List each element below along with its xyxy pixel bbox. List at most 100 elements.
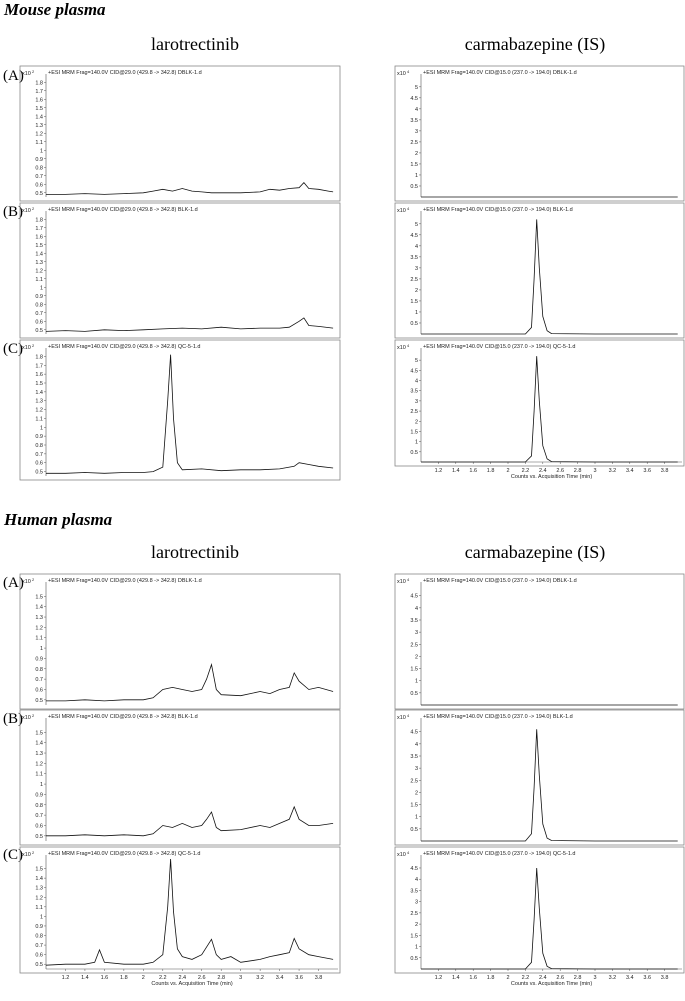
y-tick-label: 0.8: [35, 302, 43, 308]
y-tick-label: 5: [415, 358, 418, 364]
scale-label-mouse-carbamazepine-C: x10 4: [397, 343, 410, 351]
panel-header-human-carbamazepine-C: +ESI MRM Frag=140.0V CID@15.0 (237.0 -> …: [423, 851, 575, 857]
trace-human-carbamazepine-B: [421, 729, 678, 842]
y-tick-label: 1.3: [35, 751, 43, 757]
y-tick-label: 2: [415, 419, 418, 425]
x-tick-label: 2.4: [178, 975, 186, 981]
y-tick-label: 1.3: [35, 615, 43, 621]
x-tick-label: 2: [506, 468, 509, 474]
y-tick-label: 3: [415, 266, 418, 272]
trace-human-larotrectinib-A: [46, 663, 334, 702]
panel-frame-human-larotrectinib-C: [19, 846, 341, 974]
y-tick-label: 1.3: [35, 123, 43, 129]
y-tick-label: 0.5: [410, 184, 418, 190]
y-tick-label: 1.1: [35, 416, 43, 422]
y-tick-label: 3.5: [410, 754, 418, 760]
panel-frame-human-larotrectinib-B: [19, 709, 341, 846]
y-tick-label: 0.9: [35, 294, 43, 300]
panel-header-human-larotrectinib-C: +ESI MRM Frag=140.0V CID@29.0 (429.8 -> …: [48, 851, 200, 857]
panel-frame-mouse-larotrectinib-C: [19, 339, 341, 481]
panel-frame-mouse-larotrectinib-A: [19, 65, 341, 202]
y-tick-label: 3: [415, 630, 418, 636]
y-tick-label: 1.4: [35, 605, 43, 611]
x-tick-label: 2.2: [522, 468, 530, 474]
y-tick-label: 0.5: [410, 691, 418, 697]
panel-frame-human-carbamazepine-A: [394, 573, 685, 710]
y-tick-label: 0.6: [35, 953, 43, 959]
y-tick-label: 4.5: [410, 96, 418, 102]
x-tick-label: 2.8: [574, 468, 582, 474]
y-tick-label: 1.5: [410, 803, 418, 809]
y-tick-label: 0.9: [35, 792, 43, 798]
y-tick-label: 1.6: [35, 234, 43, 240]
y-tick-label: 0.5: [35, 962, 43, 968]
x-tick-label: 1.2: [62, 975, 70, 981]
y-tick-label: 1.1: [35, 772, 43, 778]
y-tick-label: 1.6: [35, 97, 43, 103]
y-tick-label: 2.5: [410, 642, 418, 648]
x-tick-label: 1.4: [452, 468, 460, 474]
y-tick-label: 1.7: [35, 226, 43, 232]
y-tick-label: 0.8: [35, 165, 43, 171]
y-tick-label: 1.4: [35, 251, 43, 257]
x-tick-label: 3.2: [609, 468, 617, 474]
scale-label-human-carbamazepine-B: x10 4: [397, 713, 410, 721]
y-tick-label: 0.6: [35, 461, 43, 467]
x-tick-label: 3: [593, 468, 596, 474]
y-tick-label: 2: [415, 790, 418, 796]
panel-header-mouse-larotrectinib-B: +ESI MRM Frag=140.0V CID@29.0 (429.8 -> …: [48, 207, 198, 213]
trace-mouse-carbamazepine-C: [421, 356, 678, 463]
y-tick-label: 0.5: [410, 450, 418, 456]
y-tick-label: 1.5: [410, 933, 418, 939]
trace-mouse-larotrectinib-A: [46, 181, 334, 195]
y-tick-label: 1: [415, 945, 418, 951]
y-tick-label: 4: [415, 107, 418, 113]
human-row-label-a: (A): [3, 575, 24, 591]
panel-frame-human-larotrectinib-A: [19, 573, 341, 710]
y-tick-label: 2.5: [410, 911, 418, 917]
y-tick-label: 1.2: [35, 895, 43, 901]
y-tick-label: 1.5: [35, 594, 43, 600]
y-tick-label: 2.5: [410, 409, 418, 415]
trace-mouse-larotrectinib-C: [46, 354, 334, 474]
human-row-label-c: (C): [3, 847, 23, 863]
x-tick-label: 3.2: [256, 975, 264, 981]
y-tick-label: 1.8: [35, 80, 43, 86]
y-tick-label: 0.7: [35, 452, 43, 458]
y-tick-label: 0.6: [35, 182, 43, 188]
y-tick-label: 1.5: [35, 106, 43, 112]
x-tick-label: 1.6: [469, 468, 477, 474]
x-axis-label-mouse-carbamazepine-C: Counts vs. Acquisition Time (min): [511, 474, 592, 480]
y-tick-label: 1.1: [35, 277, 43, 283]
x-tick-label: 1.8: [120, 975, 128, 981]
y-tick-label: 1.3: [35, 260, 43, 266]
y-tick-label: 1.5: [410, 162, 418, 168]
x-tick-label: 2: [506, 975, 509, 981]
x-tick-label: 2.6: [198, 975, 206, 981]
scale-label-mouse-larotrectinib-C: x10 2: [22, 343, 35, 351]
scale-label-human-larotrectinib-C: x10 2: [22, 850, 35, 858]
x-tick-label: 2.2: [522, 975, 530, 981]
y-tick-label: 3.5: [410, 118, 418, 124]
y-tick-label: 1.4: [35, 390, 43, 396]
y-tick-label: 1: [40, 782, 43, 788]
y-tick-label: 1: [415, 815, 418, 821]
x-tick-label: 3.8: [661, 468, 669, 474]
y-tick-label: 0.7: [35, 311, 43, 317]
x-tick-label: 1.8: [487, 468, 495, 474]
y-tick-label: 4.5: [410, 368, 418, 374]
mouse-col-carbamazepine: carmabazepine (IS): [464, 34, 606, 54]
x-tick-label: 2.6: [556, 975, 564, 981]
scale-label-mouse-larotrectinib-B: x10 2: [22, 206, 35, 214]
scale-label-human-larotrectinib-A: x10 2: [22, 577, 35, 585]
y-tick-label: 1.2: [35, 625, 43, 631]
y-tick-label: 0.5: [35, 191, 43, 197]
x-tick-label: 3.8: [315, 975, 323, 981]
panel-frame-mouse-carbamazepine-A: [394, 65, 685, 202]
panel-frame-mouse-carbamazepine-C: [394, 339, 685, 467]
y-tick-label: 1.2: [35, 131, 43, 137]
y-tick-label: 1.1: [35, 636, 43, 642]
y-tick-label: 1.2: [35, 408, 43, 414]
y-tick-label: 0.7: [35, 174, 43, 180]
x-tick-label: 3.6: [643, 468, 651, 474]
